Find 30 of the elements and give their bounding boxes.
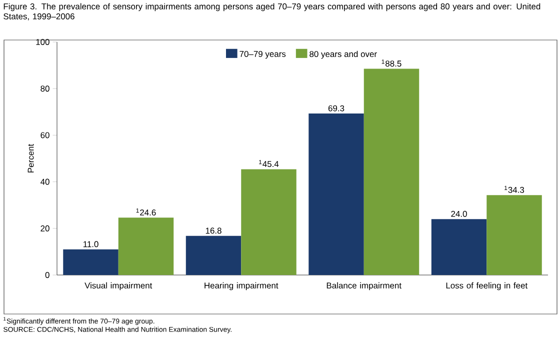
y-axis-title: Percent [28,144,34,172]
y-tick-label: 100 [36,39,50,45]
x-tick-label: Balance impairment [326,282,402,290]
legend-label: 70–79 years [240,50,286,59]
bar [241,169,296,275]
y-tick-label: 80 [40,86,50,92]
x-tick-label: Visual impairment [84,282,152,290]
x-tick-label: Hearing impairment [204,282,278,290]
data-label: 16.8 [206,228,222,234]
y-tick-label: 60 [40,132,50,138]
y-tick-label: 20 [40,225,50,232]
bar [431,219,487,275]
x-tick-label: Loss of feeling in feet [446,282,528,290]
data-label: 11.0 [83,241,98,248]
chart-title: Figure 3. The prevalence of sensory impairments among persons aged 70–79 years compared with persons aged 80 years and over: United States, 1999–2006 [4,3,540,20]
data-label: $^{1}$88.5 [382,60,402,67]
bar [308,114,364,275]
data-label: 69.3 [328,105,344,112]
data-label: $^{1}$34.3 [504,186,524,193]
bar [63,249,118,275]
bar [186,236,242,275]
bar [118,218,174,275]
legend-label: 80 years and over [310,50,377,59]
bar [364,68,420,275]
bar [486,195,542,275]
data-label: $^{1}$24.6 [136,208,156,216]
data-label: 24.0 [451,210,467,217]
y-tick-label: 40 [40,178,50,185]
y-tick-label: 0 [45,272,50,278]
data-label: $^{1}$45.4 [259,160,279,168]
